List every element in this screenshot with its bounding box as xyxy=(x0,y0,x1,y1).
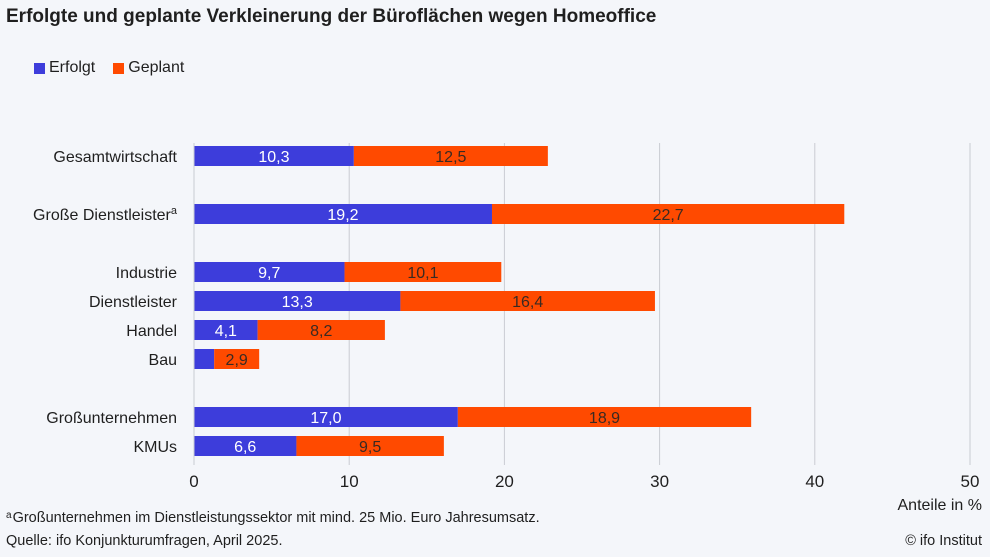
x-tick-label-10: 10 xyxy=(340,472,359,491)
category-label-7: KMUs xyxy=(133,439,177,456)
source-note: Quelle: ifo Konjunkturumfragen, April 20… xyxy=(6,533,283,549)
bar-erfolgt-7 xyxy=(194,436,297,456)
data-label-geplant-0: 12,5 xyxy=(435,149,466,166)
x-tick-label-40: 40 xyxy=(805,472,824,491)
data-label-erfolgt-0: 10,3 xyxy=(258,149,289,166)
category-label-5: Bau xyxy=(149,352,177,369)
data-label-erfolgt-1: 19,2 xyxy=(327,207,358,224)
bar-geplant-0 xyxy=(353,146,548,166)
legend-swatch-geplant xyxy=(113,62,125,74)
x-axis-label: Anteile in % xyxy=(897,497,983,514)
data-label-geplant-5: 2,9 xyxy=(226,352,248,369)
category-label-4: Handel xyxy=(126,323,177,340)
bar-erfolgt-1 xyxy=(194,204,492,224)
data-label-erfolgt-4: 4,1 xyxy=(215,323,237,340)
x-tick-label-30: 30 xyxy=(650,472,669,491)
legend: Erfolgt Geplant xyxy=(34,59,184,77)
bar-erfolgt-4 xyxy=(194,320,258,340)
bar-geplant-1 xyxy=(491,204,845,224)
category-label-6: Großunternehmen xyxy=(46,410,177,427)
bar-geplant-3 xyxy=(400,291,655,311)
bar-geplant-4 xyxy=(257,320,385,340)
legend-item-geplant: Geplant xyxy=(113,59,184,77)
bar-geplant-2 xyxy=(344,262,502,282)
x-tick-label-20: 20 xyxy=(495,472,514,491)
bar-erfolgt-5 xyxy=(194,349,215,369)
category-label-2: Industrie xyxy=(116,265,177,282)
bar-geplant-7 xyxy=(296,436,444,456)
footnote-text: Großunternehmen im Dienstleistungssektor… xyxy=(12,510,540,526)
legend-label-erfolgt: Erfolgt xyxy=(49,59,96,76)
data-label-geplant-6: 18,9 xyxy=(589,410,620,427)
copyright: © ifo Institut xyxy=(905,533,982,549)
category-superscript-1: a xyxy=(171,205,178,217)
category-label-1: Große Dienstleistera xyxy=(33,205,178,224)
data-label-erfolgt-7: 6,6 xyxy=(234,439,256,456)
legend-item-erfolgt: Erfolgt xyxy=(34,59,95,77)
data-label-erfolgt-2: 9,7 xyxy=(258,265,280,282)
x-tick-label-50: 50 xyxy=(961,472,980,491)
legend-swatch-erfolgt xyxy=(34,62,45,74)
category-label-3: Dienstleister xyxy=(89,294,178,311)
chart-title: Erfolgte und geplante Verkleinerung der … xyxy=(6,6,657,27)
bar-erfolgt-3 xyxy=(194,291,401,311)
data-label-erfolgt-3: 13,3 xyxy=(282,294,313,311)
bar-geplant-6 xyxy=(457,407,752,427)
bar-geplant-5 xyxy=(214,349,260,369)
data-label-geplant-1: 22,7 xyxy=(653,207,684,224)
bar-erfolgt-6 xyxy=(194,407,458,427)
data-label-geplant-3: 16,4 xyxy=(512,294,543,311)
x-tick-label-0: 0 xyxy=(189,472,198,491)
data-label-geplant-7: 9,5 xyxy=(359,439,381,456)
legend-label-geplant: Geplant xyxy=(128,59,185,76)
data-label-erfolgt-6: 17,0 xyxy=(310,410,341,427)
category-label-0: Gesamtwirtschaft xyxy=(53,149,177,166)
footnote-marker: a xyxy=(6,510,12,521)
bar-erfolgt-2 xyxy=(194,262,345,282)
bar-erfolgt-0 xyxy=(194,146,354,166)
data-label-geplant-4: 8,2 xyxy=(310,323,332,340)
footnote: aGroßunternehmen im Dienstleistungssekto… xyxy=(6,510,540,526)
data-label-geplant-2: 10,1 xyxy=(407,265,438,282)
